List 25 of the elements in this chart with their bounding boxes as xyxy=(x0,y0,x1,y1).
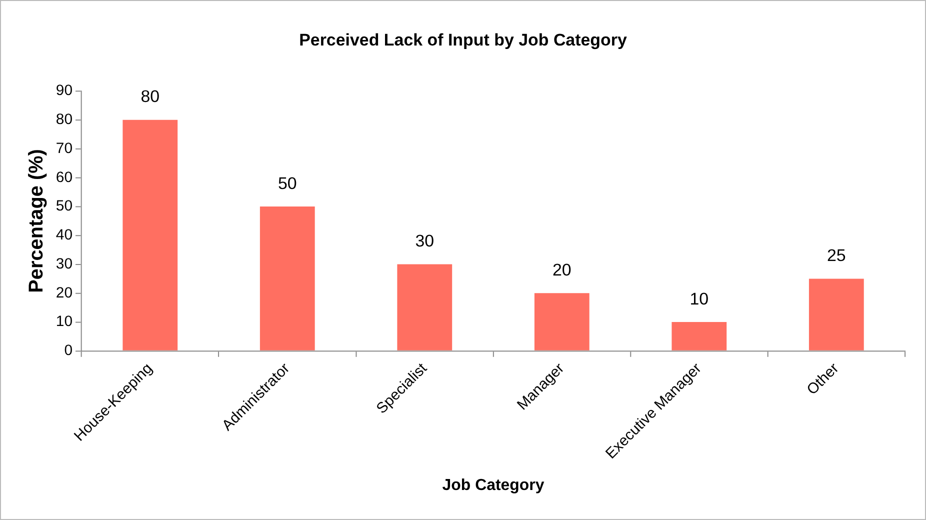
y-tick-label: 10 xyxy=(56,313,73,330)
bar xyxy=(808,278,864,350)
bar xyxy=(122,120,178,350)
y-tick-label: 0 xyxy=(64,342,73,360)
chart-title: Perceived Lack of Input by Job Category xyxy=(299,30,628,50)
y-tick-label: 20 xyxy=(56,284,73,302)
y-tick-label: 90 xyxy=(56,82,73,100)
bar xyxy=(672,322,727,350)
y-tick-label: 70 xyxy=(56,140,73,157)
y-tick-label: 80 xyxy=(56,111,73,128)
data-label: 50 xyxy=(278,174,297,193)
data-label: 80 xyxy=(140,87,160,106)
y-tick-label: 40 xyxy=(56,226,73,244)
bar xyxy=(397,264,452,350)
x-axis-title: Job Category xyxy=(442,476,544,494)
data-label: 30 xyxy=(415,232,434,251)
y-tick-label: 60 xyxy=(56,168,73,186)
data-label: 20 xyxy=(552,260,572,280)
y-axis-title: Percentage (%) xyxy=(25,149,48,293)
bar xyxy=(534,293,590,350)
data-label: 10 xyxy=(690,289,709,308)
bar xyxy=(260,206,315,350)
y-tick-label: 50 xyxy=(56,198,73,215)
y-tick-label: 30 xyxy=(56,255,73,272)
data-label: 25 xyxy=(826,246,846,265)
